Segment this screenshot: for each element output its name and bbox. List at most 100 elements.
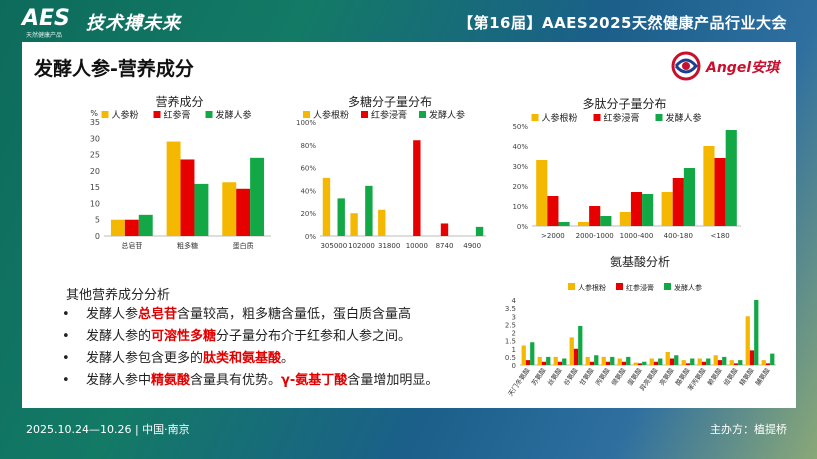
- legend-label: 发酵人参: [216, 109, 252, 121]
- legend-label: 发酵人参: [666, 112, 702, 124]
- bar: [536, 160, 548, 226]
- bar: [236, 188, 251, 236]
- bar: [537, 356, 542, 365]
- bar: [701, 361, 707, 365]
- x-tick-label: >2000: [541, 232, 565, 240]
- bar: [770, 353, 775, 365]
- event-host: 主办方：植提桥: [710, 423, 787, 436]
- chart-title: 氨基酸分析: [610, 254, 670, 269]
- legend-swatch: [664, 283, 671, 290]
- bar: [617, 358, 622, 365]
- bar: [749, 350, 755, 365]
- bar: [626, 356, 631, 365]
- bar: [337, 198, 345, 236]
- y-tick-label: 20: [90, 167, 100, 176]
- y-tick-label: 40%: [300, 187, 316, 195]
- legend-label: 人参根粉: [313, 109, 349, 121]
- bar: [546, 356, 551, 365]
- bar: [681, 360, 686, 365]
- bar: [413, 140, 421, 236]
- bar: [674, 355, 679, 365]
- bar: [683, 168, 696, 226]
- y-tick-label: 10: [90, 199, 100, 208]
- y-tick-label: 0%: [305, 233, 316, 241]
- bar: [166, 141, 181, 236]
- bar: [649, 358, 654, 365]
- bar: [589, 206, 601, 226]
- bar: [630, 192, 643, 226]
- conference-name: 【第16届】AAES2025天然健康产品行业大会: [458, 14, 787, 32]
- chart-title: 多肽分子量分布: [582, 96, 666, 111]
- y-tick-label: 4: [512, 297, 517, 305]
- x-tick-label: 10000: [406, 242, 428, 250]
- angel-brand-logo: Angel安琪: [670, 50, 780, 82]
- bar: [665, 352, 670, 365]
- bar: [194, 183, 209, 236]
- x-tick-label: 谷氨酸: [561, 366, 580, 388]
- x-tick-label: 4900: [463, 242, 481, 250]
- x-tick-label: 丙氨酸: [593, 366, 612, 388]
- x-tick-label: <180: [710, 232, 729, 240]
- y-tick-label: 1: [512, 346, 516, 354]
- y-tick-label: 40%: [512, 143, 528, 151]
- x-tick-label: 组氨酸: [721, 366, 740, 388]
- legend-swatch: [361, 111, 368, 118]
- analysis-item: 发酵人参的可溶性多糖分子量分布介于红参和人参之间。: [60, 326, 480, 348]
- x-tick-label: 苏氨酸: [529, 366, 548, 388]
- bar: [589, 361, 595, 365]
- bar: [573, 348, 579, 365]
- bar: [765, 363, 771, 365]
- legend-swatch: [101, 111, 109, 118]
- slide-panel: 发酵人参-营养成分 Angel安琪 营养成分 人参粉 红参膏 发酵人参% 0 5 10 15 2…: [22, 42, 796, 408]
- x-tick-label: 400-180: [664, 232, 693, 240]
- bar: [669, 358, 675, 365]
- legend-swatch: [655, 114, 663, 121]
- bar: [605, 361, 611, 365]
- bar: [733, 363, 739, 365]
- bar: [761, 360, 766, 365]
- x-tick-label: 脯氨酸: [753, 366, 772, 388]
- bar: [722, 356, 727, 365]
- bar: [350, 213, 358, 236]
- legend-label: 红参浸膏: [371, 109, 407, 121]
- x-tick-label: 丝氨酸: [545, 366, 564, 388]
- y-tick-label: 2: [512, 330, 516, 338]
- bar: [685, 363, 691, 365]
- y-axis-label: %: [90, 109, 98, 118]
- bar: [124, 219, 139, 236]
- bar: [621, 361, 627, 365]
- legend-label: 人参粉: [112, 109, 139, 121]
- legend-swatch: [303, 111, 310, 118]
- angel-swirl-icon: [671, 51, 701, 81]
- x-tick-label: 蛋白质: [233, 241, 254, 250]
- y-tick-label: 50%: [512, 123, 528, 131]
- legend-swatch: [593, 114, 601, 121]
- x-tick-label: 305000: [320, 242, 347, 250]
- bar: [690, 358, 695, 365]
- bar: [222, 182, 237, 236]
- bar: [440, 223, 449, 236]
- bar: [633, 362, 638, 365]
- legend-label: 红参浸膏: [604, 112, 640, 124]
- y-tick-label: 30: [90, 134, 100, 143]
- bar: [729, 360, 734, 365]
- slogan: 技术搏未来: [86, 13, 181, 34]
- bar: [365, 185, 373, 236]
- bar: [714, 158, 726, 226]
- bar: [138, 214, 153, 236]
- bar: [697, 358, 702, 365]
- bar: [642, 361, 647, 365]
- bar: [725, 130, 737, 226]
- bar: [661, 192, 673, 226]
- bar: [658, 358, 663, 365]
- y-tick-label: 2.5: [505, 321, 516, 329]
- x-tick-label: 2000-1000: [576, 232, 614, 240]
- bar: [525, 360, 531, 365]
- x-tick-label: 102000: [348, 242, 375, 250]
- legend-label: 人参根粉: [542, 112, 578, 124]
- y-tick-label: 35: [90, 118, 100, 127]
- analysis-item: 发酵人参中精氨酸含量具有优势。γ-氨基丁酸含量增加明显。: [60, 370, 480, 392]
- bar: [585, 356, 590, 365]
- bar: [600, 216, 612, 226]
- bar: [578, 326, 583, 365]
